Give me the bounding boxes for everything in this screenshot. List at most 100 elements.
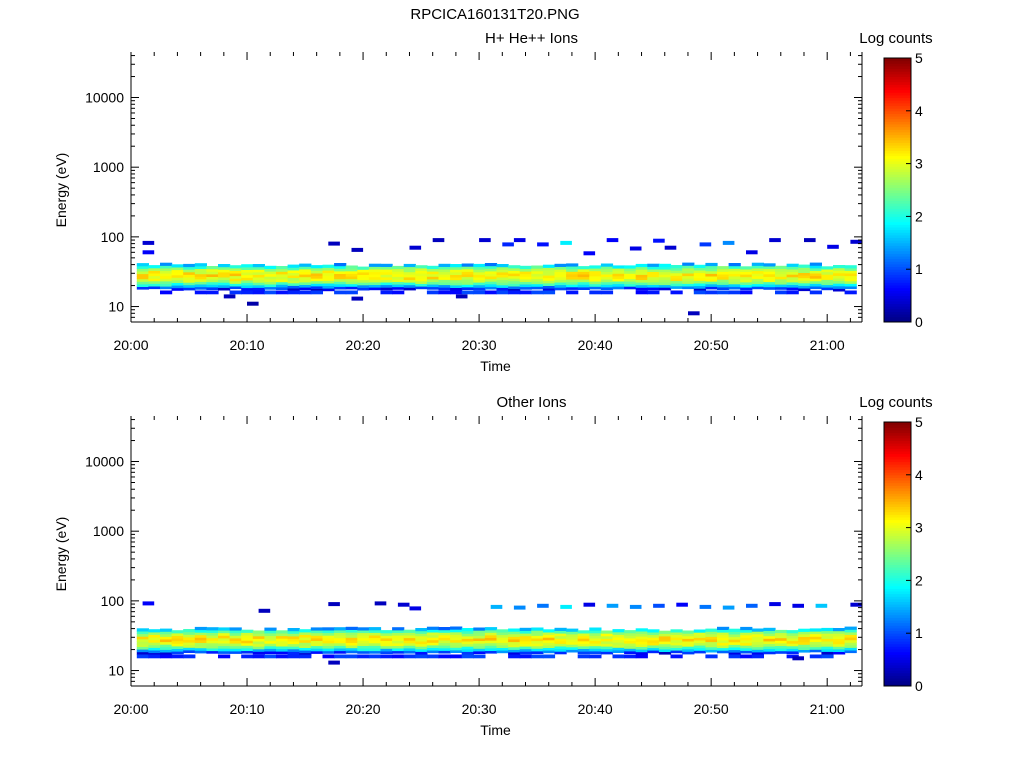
band-cell (484, 645, 498, 649)
band-cell (206, 271, 219, 275)
band-cell (357, 637, 370, 641)
band-cell (740, 281, 753, 285)
band-cell (833, 285, 846, 289)
band-cell (554, 287, 567, 291)
colorbar-segment (884, 232, 911, 236)
band-cell (786, 266, 799, 270)
band-cell (287, 648, 300, 652)
band-cell (229, 290, 242, 295)
band-cell (600, 290, 614, 295)
band-cell (380, 640, 393, 644)
band-cell (624, 635, 637, 639)
band-cell (531, 648, 544, 652)
colorbar-segment (884, 258, 911, 262)
band-cell (809, 275, 822, 279)
band-cell (519, 286, 532, 290)
band-cell (450, 634, 463, 638)
band-cell (577, 638, 590, 642)
x-tick-label: 20:50 (694, 337, 729, 353)
colorbar-segment (884, 482, 911, 486)
band-cell (763, 284, 776, 288)
data-point (746, 603, 758, 608)
band-cell (415, 265, 428, 269)
band-cell (334, 286, 347, 290)
band-cell (589, 275, 602, 279)
band-cell (171, 282, 184, 286)
band-cell (531, 654, 544, 659)
band-cell (368, 268, 382, 273)
band-cell (531, 281, 544, 285)
band-cell (368, 634, 382, 639)
band-cell (693, 277, 706, 281)
band-cell (438, 263, 451, 267)
band-cell (786, 643, 799, 647)
band-cell (612, 629, 625, 633)
colorbar-segment (884, 646, 911, 650)
band-cell (322, 272, 335, 276)
band-cell (450, 629, 463, 633)
band-cell (276, 284, 289, 288)
band-cell (508, 283, 521, 287)
colorbar-segment (884, 94, 911, 99)
band-cell (461, 640, 474, 645)
band-cell (554, 279, 567, 283)
x-axis-label: Time (480, 358, 511, 374)
band-cell (276, 286, 289, 290)
colorbar-segment (884, 282, 911, 286)
band-cell (252, 282, 265, 286)
band-cell (229, 272, 242, 277)
colorbar-segment (884, 437, 911, 441)
band-cell (438, 627, 451, 631)
band-cell (635, 630, 648, 635)
band-cell (624, 630, 637, 634)
band-cell (554, 638, 567, 642)
colorbar-segment (884, 166, 911, 170)
band-cell (519, 627, 532, 631)
band-cell (751, 280, 764, 285)
band-cell (345, 281, 358, 285)
band-cell (693, 639, 706, 644)
colorbar-segment (884, 250, 911, 254)
band-cell (322, 280, 335, 284)
band-cell (403, 274, 416, 278)
band-cell (658, 630, 672, 634)
colorbar-segment (884, 614, 911, 618)
band-cell (496, 269, 509, 273)
band-cell (241, 640, 254, 644)
band-cell (380, 648, 393, 652)
colorbar-segment (884, 248, 911, 252)
colorbar-segment (884, 480, 911, 484)
band-cell (403, 647, 416, 651)
band-cell (276, 648, 289, 652)
band-cell (287, 635, 300, 639)
colorbar-segment (884, 124, 911, 128)
band-cell (194, 283, 207, 288)
band-cell (380, 654, 393, 659)
band-cell (531, 645, 544, 649)
band-cell (566, 276, 579, 280)
x-tick-label: 20:30 (462, 701, 497, 717)
band-cell (705, 641, 718, 645)
band-cell (392, 654, 405, 659)
band-cell (345, 286, 358, 290)
band-cell (264, 654, 277, 659)
band-cell (438, 650, 451, 654)
band-cell (473, 650, 486, 654)
band-cell (682, 285, 695, 290)
band-cell (705, 633, 718, 637)
data-point (746, 250, 758, 255)
band-cell (160, 265, 173, 269)
band-cell (786, 263, 799, 267)
x-tick-label: 20:10 (230, 337, 265, 353)
band-cell (264, 635, 277, 639)
band-cell (136, 649, 149, 653)
band-cell (287, 643, 300, 647)
colorbar-segment (884, 121, 911, 125)
band-cell (566, 649, 579, 653)
band-cell (717, 644, 730, 649)
band-cell (693, 642, 706, 646)
y-tick-label: 10000 (85, 90, 124, 106)
band-cell (763, 263, 776, 267)
band-cell (438, 632, 451, 636)
